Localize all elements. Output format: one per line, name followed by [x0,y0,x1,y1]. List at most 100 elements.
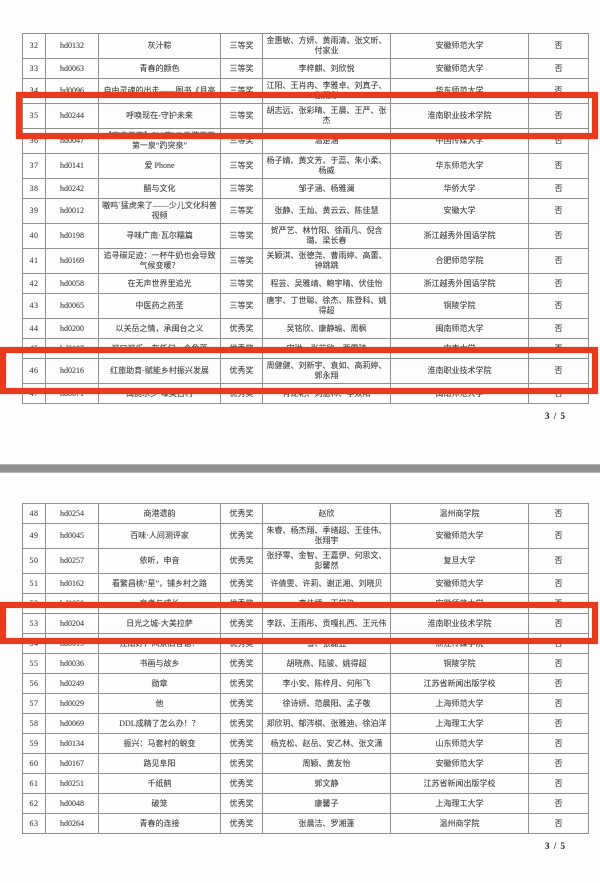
cell-entry-id: hd0141 [45,153,99,179]
cell-award-level: 优秀奖 [220,733,263,754]
cell-entry-id: hd0036 [45,653,99,674]
cell-entry-id: hd0200 [45,318,99,339]
cell-work-title: 破笼 [98,793,221,814]
cell-author-names: 郭文静 [262,773,391,794]
table-row: 63 hd0264 青春的连接 优秀奖 张晨洁、罗湘蓬 温州商学院 否 [22,813,589,834]
cell-school-name: 山东师范大学 [390,733,529,754]
cell-author-names: 温楚涵 [262,128,391,154]
cell-flag-no: 否 [528,128,589,154]
cell-author-names: 金惠敏、方妍、黄雨清、张文昕、付家业 [262,33,391,59]
cell-school-name: 浙江越秀外国语学院 [390,223,529,249]
cell-award-level: 优秀奖 [220,548,263,574]
cell-work-title: 爱 Phone [98,153,221,179]
table-row: 40 hd0198 寻味广南·瓦尔糯篇 三等奖 贺严艺、林竹阳、徐雨凡、倪含璐、… [22,223,589,249]
cell-school-name: 华东师范大学 [390,78,529,104]
cell-school-name: 淮南职业技术学院 [390,613,529,634]
cell-entry-id: hd0069 [45,713,99,734]
cell-school-name: 淮南职业技术学院 [390,103,529,129]
cell-author-names: 徐诗妍、范晨阳、孟子敬 [262,693,391,714]
cell-work-title: 自由灵魂的出走——图书《月亮 [98,78,221,104]
cell-work-title: 振兴：马套村的蜕变 [98,733,221,754]
cell-school-name: 安徽大学 [390,198,529,224]
table-row: 36 hd0047 【家中天下】720度VR云游天下第一泉“趵突泉” 三等奖 温… [22,128,589,154]
cell-flag-no: 否 [528,248,589,274]
cell-serial-number: 60 [22,753,46,774]
cell-award-level: 三等奖 [220,103,263,129]
cell-work-title: 他 [98,693,221,714]
cell-author-names: 杨克松、赵岳、安乙林、张文潇 [262,733,391,754]
cell-flag-no: 否 [528,813,589,834]
cell-work-title: 千纸鹤 [98,773,221,794]
table-row: 44 hd0200 以关岳之情，承闽台之义 优秀奖 吴铭欣、康静瑜、周枫 闽南师… [22,318,589,339]
cell-flag-no: 否 [528,33,589,59]
table-row: 55 hd0036 书画与故乡 优秀奖 胡晓燕、陆骏、姚得超 铜陵学院 否 [22,653,589,674]
cell-award-level: 三等奖 [220,223,263,249]
cell-author-names: 郑欣玥、郁涔棋、张雅迪、徐泊洋 [262,713,391,734]
cell-serial-number: 46 [22,358,46,384]
cell-serial-number: 32 [22,33,46,59]
cell-award-level: 优秀奖 [220,693,263,714]
cell-serial-number: 47 [22,383,46,404]
cell-serial-number: 36 [22,128,46,154]
cell-entry-id: hd0216 [45,358,99,384]
cell-author-names: 李梓麒、刘欣悦 [262,58,391,79]
table-row: 47 hd0071 闽韵水乡·埭美古村 优秀奖 肖龙艳、刘慧林、李双阳 闽南师范… [22,383,589,404]
cell-author-names: 关颖淇、张德尧、曹雨婷、高蕾、钟跳跳 [262,248,391,274]
cell-school-name: 安徽师范大学 [390,753,529,774]
cell-award-level: 优秀奖 [220,653,263,674]
cell-school-name: 华侨大学 [390,178,529,199]
cell-school-name: 温州商学院 [390,813,529,834]
cell-author-names: 张晨洁、罗湘蓬 [262,813,391,834]
cell-award-level: 三等奖 [220,33,263,59]
table-row: 60 hd0167 路见阜阳 优秀奖 周颖、黄友怡 安徽师范大学 否 [22,753,589,774]
cell-author-names: 许倩雯、许莉、谢正湘、刘晓贝 [262,573,391,594]
cell-entry-id: hd0169 [45,248,99,274]
table-row: 61 hd0251 千纸鹤 优秀奖 郭文静 江苏省新闻出版学校 否 [22,773,589,794]
cell-entry-id: hd0134 [45,733,99,754]
table-row: 33 hd0063 青春的颜色 三等奖 李梓麒、刘欣悦 安徽师范大学 否 [22,58,589,79]
cell-school-name: 淮南职业技术学院 [390,358,529,384]
cell-award-level: 三等奖 [220,248,263,274]
cell-author-names: 胡志远、张彩晴、王晨、王严、张杰 [262,103,391,129]
cell-entry-id: hd0197 [45,338,99,359]
cell-author-names: 邹子涵、杨雅澜 [262,178,391,199]
table-row: 49 hd0045 百味·人间测评家 优秀奖 朱睿、杨杰翔、季绪超、王佳伟、张翔… [22,523,589,549]
cell-entry-id: hd0048 [45,793,99,814]
cell-author-names: 唐宇、丁世聪、徐杰、陈登科、姚得超 [262,293,391,319]
cell-author-names: 周颖、黄友怡 [262,753,391,774]
cell-author-names: 程芸、吴雅靖、鲍宇晴、伏佳怡 [262,273,391,294]
cell-entry-id: hd0029 [45,693,99,714]
cell-entry-id: hd0065 [45,293,99,319]
table-row: 39 hd0012 嗷呜`猛虎来了——少儿文化科普视频 三等奖 张静、王灿、黄云… [22,198,589,224]
cell-flag-no: 否 [528,653,589,674]
table-row: 41 hd0169 追寻碳足迹：一杯牛奶也会导致气候变暖？ 三等奖 关颖淇、张德… [22,248,589,274]
cell-serial-number: 41 [22,248,46,274]
cell-entry-id: hd0047 [45,128,99,154]
cell-flag-no: 否 [528,713,589,734]
award-table-body: 32 hd0132 灰汁粽 三等奖 金惠敏、方妍、黄雨清、张文昕、付家业 安徽师… [22,33,589,404]
cell-author-names: 杨子婧、黄文芳、于蕊、朱小柔、杨威 [262,153,391,179]
cell-work-title: DDL成精了怎么办！？ [98,713,221,734]
cell-school-name: 上海师范大学 [390,693,529,714]
cell-author-names: 吴铭欣、康静瑜、周枫 [262,318,391,339]
cell-author-names: 雪、张磊昱 [262,633,391,654]
cell-serial-number: 38 [22,178,46,199]
cell-school-name: 中国传媒大学 [390,128,529,154]
cell-work-title: 看繁昌桃“星”，铺乡村之路 [98,573,221,594]
cell-school-name: 安徽师范大学 [390,33,529,59]
cell-work-title: 醋与文化 [98,178,221,199]
cell-school-name: 铜陵学院 [390,293,529,319]
cell-entry-id: hd0132 [45,33,99,59]
table-row: 56 hd0249 勋章 优秀奖 李小安、陈梓月、何彤飞 江苏省新闻出版学校 否 [22,673,589,694]
cell-award-level: 优秀奖 [220,673,263,694]
cell-school-name: 江苏省新闻出版学校 [390,773,529,794]
table-row: 62 hd0048 破笼 优秀奖 康馨子 上海理工大学 否 [22,793,589,814]
cell-work-title: 商港遗韵 [98,503,221,524]
table-row: 50 hd0257 依听，申音 优秀奖 张抒零、金智、王嘉伊、何思文、彭馨然 复… [22,548,589,574]
cell-author-names: 李跃、王雨彤、贡嘎扎西、王元伟 [262,613,391,634]
cell-school-name: 安徽师范大学 [390,58,529,79]
cell-school-name: 浙江传媒学院 [390,633,529,654]
cell-entry-id: hd0242 [45,178,99,199]
cell-school-name: 中南大学 [390,338,529,359]
cell-flag-no: 否 [528,338,589,359]
